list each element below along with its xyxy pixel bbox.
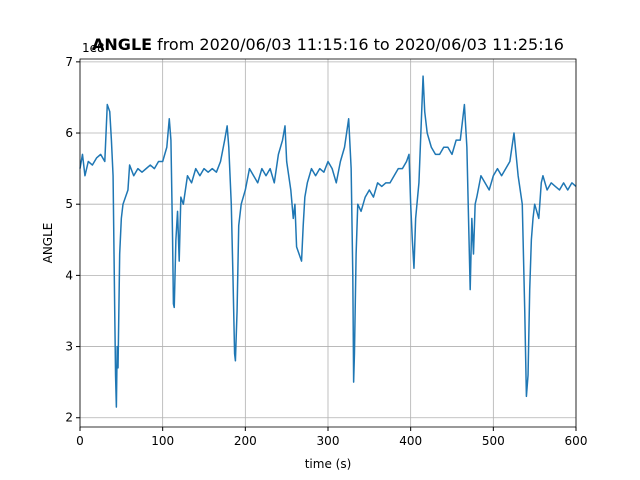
y-tick-label: 7 bbox=[65, 55, 73, 69]
chart-title: ANGLE from 2020/06/03 11:15:16 to 2020/06… bbox=[92, 35, 564, 54]
plot-frame bbox=[79, 58, 577, 428]
y-tick-label: 5 bbox=[65, 197, 73, 211]
title-range: from 2020/06/03 11:15:16 to 2020/06/03 1… bbox=[157, 35, 564, 54]
x-tick-label: 300 bbox=[317, 434, 340, 448]
x-axis-label: time (s) bbox=[305, 457, 352, 471]
y-offset-label: 1e8 bbox=[82, 41, 105, 55]
data-line bbox=[79, 75, 577, 408]
y-axis-label: ANGLE bbox=[41, 223, 55, 264]
y-tick-label: 4 bbox=[65, 268, 73, 282]
x-tick-label: 0 bbox=[76, 434, 84, 448]
title-variable: ANGLE bbox=[92, 35, 152, 54]
x-tick-label: 500 bbox=[482, 434, 505, 448]
y-tick-label: 6 bbox=[65, 126, 73, 140]
x-tick-label: 100 bbox=[151, 434, 174, 448]
y-tick-label: 3 bbox=[65, 340, 73, 354]
x-tick-label: 200 bbox=[234, 434, 257, 448]
y-tick-label: 2 bbox=[65, 411, 73, 425]
x-tick-label: 400 bbox=[399, 434, 422, 448]
x-tick-label: 600 bbox=[565, 434, 588, 448]
